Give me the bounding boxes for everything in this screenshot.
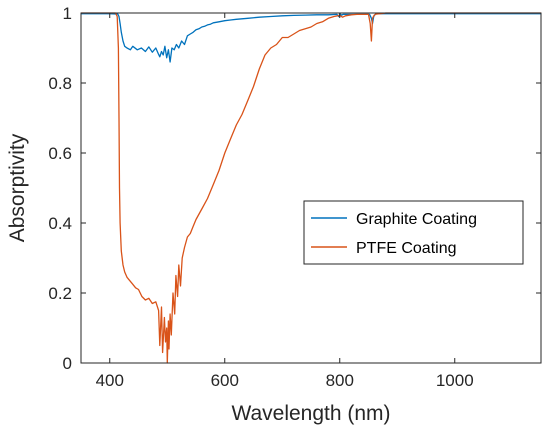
legend-label-ptfe: PTFE Coating	[356, 240, 456, 257]
y-tick-label: 0.6	[48, 144, 72, 163]
x-tick-label: 600	[211, 371, 239, 390]
series-layer	[81, 12, 541, 364]
y-tick-label: 0.8	[48, 74, 72, 93]
x-tick-label: 400	[96, 371, 124, 390]
x-tick-label: 800	[326, 371, 354, 390]
x-axis-label: Wavelength (nm)	[231, 402, 390, 425]
y-axis-label: Absorptivity	[6, 133, 29, 242]
y-tick-label: 1	[63, 4, 72, 23]
y-tick-label: 0.2	[48, 284, 72, 303]
legend-label-graphite: Graphite Coating	[356, 211, 477, 228]
legend: Graphite Coating PTFE Coating	[303, 200, 524, 265]
ticks-layer: 400 600 800 1000 0 0.2 0.4 0.6 0.8 1	[48, 4, 541, 390]
y-tick-label: 0	[63, 354, 72, 373]
axes-layer	[80, 12, 542, 364]
y-tick-label: 0.4	[48, 214, 72, 233]
series-line-ptfe-coating	[81, 12, 541, 364]
x-tick-label: 1000	[436, 371, 474, 390]
plot-area	[81, 13, 541, 363]
legend-box	[303, 200, 524, 265]
axes-box	[80, 12, 542, 364]
